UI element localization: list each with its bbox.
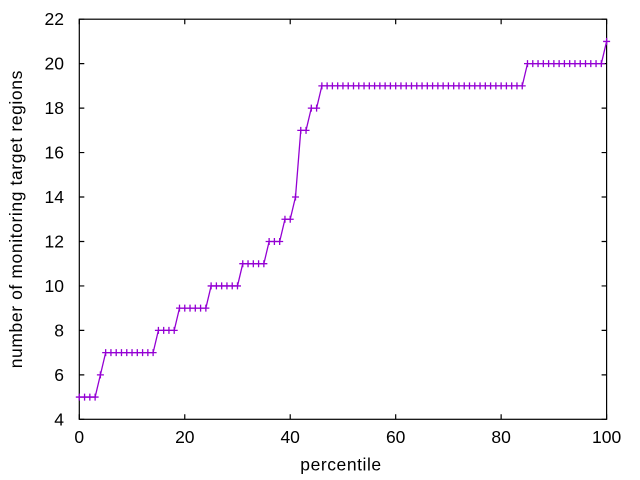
svg-text:100: 100 [592,427,621,447]
svg-text:20: 20 [45,54,65,74]
svg-text:16: 16 [45,143,64,163]
svg-text:80: 80 [491,427,511,447]
svg-text:0: 0 [74,427,84,447]
svg-text:percentile: percentile [300,455,381,475]
svg-text:4: 4 [54,409,64,429]
svg-text:10: 10 [45,276,65,296]
svg-text:number of monitoring target re: number of monitoring target regions [6,70,26,368]
svg-text:6: 6 [54,365,64,385]
svg-text:12: 12 [45,232,64,252]
svg-text:60: 60 [386,427,406,447]
svg-text:14: 14 [45,187,65,207]
svg-text:20: 20 [175,427,195,447]
svg-text:8: 8 [54,320,64,340]
svg-text:40: 40 [280,427,300,447]
svg-text:22: 22 [45,9,64,29]
svg-text:18: 18 [45,98,64,118]
